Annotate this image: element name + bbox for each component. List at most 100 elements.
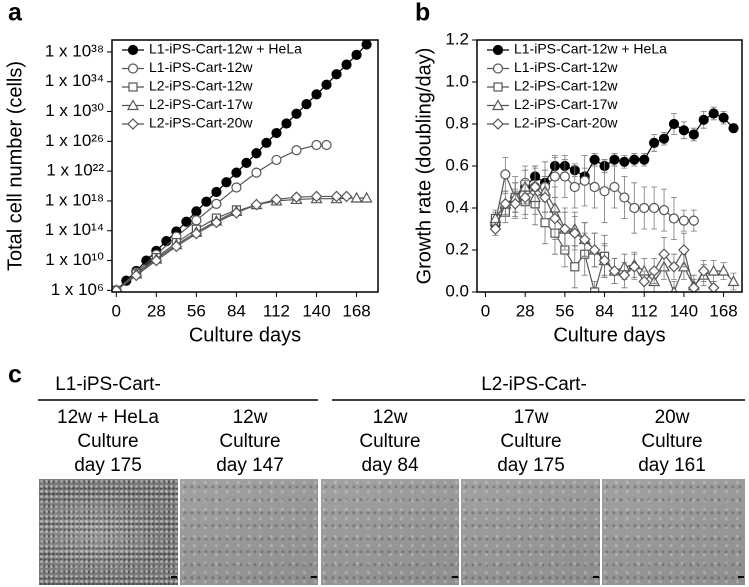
marker <box>707 264 720 276</box>
marker <box>211 198 222 210</box>
marker <box>718 112 729 123</box>
column-text: Culture <box>359 431 420 452</box>
series-line <box>115 144 327 291</box>
marker <box>649 202 660 214</box>
marker <box>608 265 621 277</box>
micrograph <box>602 479 745 585</box>
legend-label: L2-iPS-Cart-12w <box>514 78 618 94</box>
micrograph <box>461 479 600 585</box>
marker <box>150 254 163 267</box>
marker <box>678 215 689 226</box>
axes-frame <box>476 39 743 293</box>
x-tick-label: 84 <box>227 301 246 320</box>
marker <box>330 190 343 203</box>
column-text: Culture <box>500 431 561 452</box>
marker <box>499 197 512 210</box>
marker <box>688 215 699 226</box>
column-text: day 84 <box>361 455 418 476</box>
x-axis-label: Culture days <box>189 324 301 346</box>
marker <box>579 175 590 186</box>
marker <box>707 281 720 292</box>
marker <box>281 118 292 129</box>
column-text: Culture <box>77 431 138 452</box>
y-tick-label: 1 x 10³⁰ <box>45 101 104 120</box>
marker <box>210 216 223 229</box>
marker <box>191 215 202 226</box>
y-tick-label: 1 x 10²² <box>46 161 104 180</box>
marker <box>190 227 203 240</box>
marker <box>360 191 373 203</box>
x-tick-label: 28 <box>516 301 535 320</box>
micrograph <box>180 479 318 585</box>
x-tick-label: 0 <box>481 301 490 320</box>
series-line <box>115 197 367 291</box>
marker <box>161 236 172 247</box>
x-tick-label: 168 <box>342 301 370 320</box>
marker <box>649 137 660 148</box>
marker <box>559 171 570 182</box>
marker <box>629 202 640 214</box>
column-text: Culture <box>219 431 280 452</box>
y-tick-label: 1 x 10¹⁰ <box>45 250 104 269</box>
axes-frame <box>111 39 379 293</box>
legend-marker <box>492 63 504 74</box>
marker <box>311 139 322 151</box>
marker <box>568 227 581 240</box>
marker <box>717 264 730 276</box>
group-title: L2-iPS-Cart- <box>481 374 587 395</box>
y-tick-label: 1 x 10³⁴ <box>45 71 104 90</box>
marker <box>658 205 670 216</box>
legend-marker <box>492 44 504 56</box>
marker <box>697 265 710 277</box>
micrograph <box>321 479 459 585</box>
scale-bar <box>452 576 458 578</box>
x-tick-label: 56 <box>555 301 574 320</box>
marker <box>351 49 362 61</box>
marker <box>340 190 353 203</box>
marker <box>290 191 303 204</box>
legend-label: L2-iPS-Cart-17w <box>149 96 253 112</box>
column-text: day 147 <box>216 455 284 476</box>
y-tick-label: 0.8 <box>445 113 469 132</box>
x-tick-label: 84 <box>595 301 614 320</box>
x-tick-label: 112 <box>263 301 290 320</box>
marker <box>250 198 263 211</box>
marker <box>578 233 591 246</box>
marker <box>191 206 202 217</box>
y-axis-label: Growth rate (doubling/day) <box>413 48 435 285</box>
marker <box>211 186 222 198</box>
marker <box>658 248 670 261</box>
y-tick-label: 1.2 <box>445 29 469 48</box>
marker <box>648 265 660 277</box>
y-tick-label: 1 x 10³⁸ <box>45 41 104 60</box>
legend-marker <box>127 44 139 56</box>
marker <box>350 191 363 203</box>
marker <box>570 262 580 272</box>
marker <box>291 108 302 119</box>
legend-label: L2-iPS-Cart-17w <box>514 96 618 112</box>
marker <box>688 129 699 140</box>
y-tick-label: 0.6 <box>445 155 469 174</box>
marker <box>639 202 650 214</box>
column-text: day 175 <box>497 455 565 476</box>
x-tick-label: 140 <box>670 301 698 320</box>
x-tick-label: 56 <box>187 301 206 320</box>
scale-bar <box>593 576 599 578</box>
marker <box>271 154 282 166</box>
panel-label: a <box>8 0 23 27</box>
marker <box>588 244 601 256</box>
legend-label: L1-iPS-Cart-12w <box>149 59 253 75</box>
error-bar <box>670 281 677 292</box>
scale-bar <box>738 576 744 578</box>
marker <box>549 171 561 182</box>
y-tick-label: 0.4 <box>445 197 469 216</box>
column-text: 17w <box>514 407 549 428</box>
marker <box>639 154 650 165</box>
marker <box>181 216 192 227</box>
legend-marker <box>126 99 140 111</box>
marker <box>687 281 700 292</box>
marker <box>231 182 242 193</box>
legend-label: L2-iPS-Cart-20w <box>149 115 253 131</box>
legend-label: L1-iPS-Cart-12w + HeLa <box>514 41 667 57</box>
